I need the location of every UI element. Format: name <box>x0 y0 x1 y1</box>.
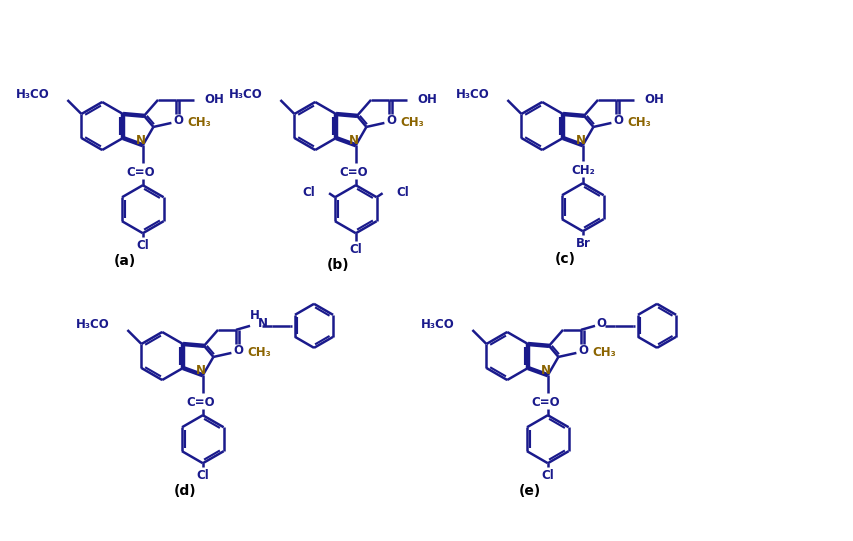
Text: C=O: C=O <box>186 395 215 408</box>
Text: H₃CO: H₃CO <box>229 89 262 102</box>
Text: C=O: C=O <box>531 395 560 408</box>
Text: Cl: Cl <box>136 239 149 252</box>
Text: O: O <box>612 114 623 127</box>
Text: (c): (c) <box>554 252 575 266</box>
Text: (a): (a) <box>113 254 136 268</box>
Text: Cl: Cl <box>541 469 554 481</box>
Text: CH₃: CH₃ <box>400 116 424 129</box>
Text: Br: Br <box>575 237 589 250</box>
Text: O: O <box>577 344 588 358</box>
Text: OH: OH <box>204 94 223 107</box>
Text: Cl: Cl <box>196 469 209 481</box>
Text: O: O <box>233 344 243 358</box>
Text: H₃CO: H₃CO <box>421 319 454 332</box>
Text: O: O <box>595 318 606 331</box>
Text: O: O <box>173 114 183 127</box>
Text: OH: OH <box>416 94 437 107</box>
Text: H: H <box>250 309 259 322</box>
Text: N: N <box>258 318 268 331</box>
Text: (b): (b) <box>327 258 349 272</box>
Text: N: N <box>575 134 585 147</box>
Text: H₃CO: H₃CO <box>76 319 109 332</box>
Text: CH₃: CH₃ <box>187 116 211 129</box>
Text: Cl: Cl <box>302 186 315 199</box>
Text: C=O: C=O <box>339 166 368 179</box>
Text: Cl: Cl <box>349 243 362 256</box>
Text: (e): (e) <box>519 484 541 498</box>
Text: OH: OH <box>643 94 663 107</box>
Text: CH₂: CH₂ <box>571 164 594 177</box>
Text: O: O <box>386 114 396 127</box>
Text: N: N <box>195 364 206 377</box>
Text: N: N <box>540 364 550 377</box>
Text: H₃CO: H₃CO <box>456 89 489 102</box>
Text: Cl: Cl <box>396 186 409 199</box>
Text: N: N <box>348 134 358 147</box>
Text: CH₃: CH₃ <box>247 346 270 359</box>
Text: H₃CO: H₃CO <box>15 89 49 102</box>
Text: N: N <box>136 134 146 147</box>
Text: CH₃: CH₃ <box>592 346 615 359</box>
Text: CH₃: CH₃ <box>627 116 650 129</box>
Text: (d): (d) <box>173 484 196 498</box>
Text: C=O: C=O <box>126 166 155 179</box>
